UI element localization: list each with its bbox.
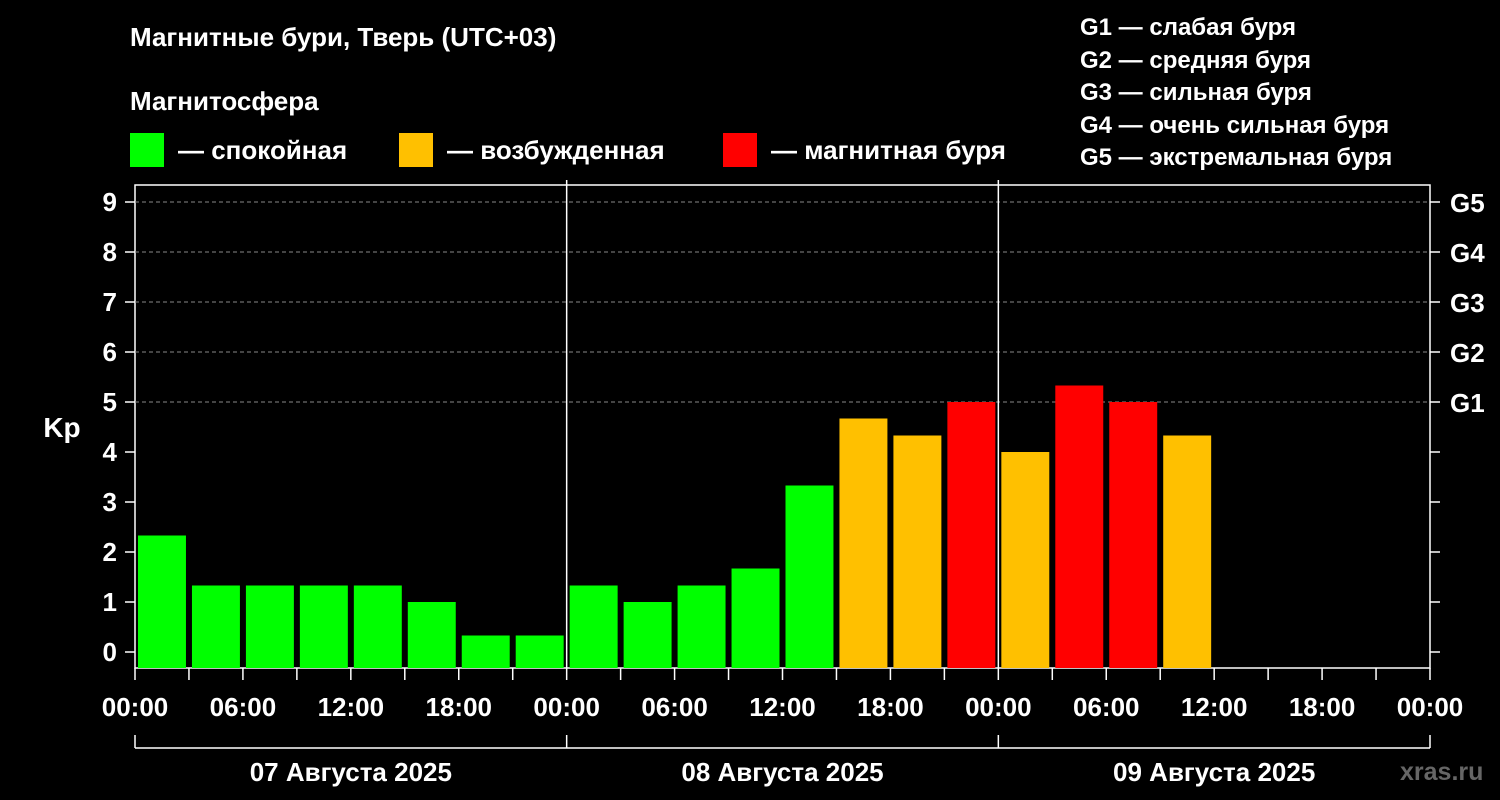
- x-tick-label: 00:00: [965, 692, 1032, 722]
- bar: [893, 435, 942, 668]
- x-tick-label: 18:00: [857, 692, 924, 722]
- y-tick-label: 6: [103, 337, 117, 367]
- legend-swatch-quiet: [130, 133, 164, 167]
- bar: [245, 585, 294, 668]
- bar: [353, 585, 402, 668]
- y-tick-label: 7: [103, 287, 117, 317]
- y-tick-label: 0: [103, 637, 117, 667]
- g-level-legend: G1 — слабая буря G2 — средняя буря G3 — …: [1080, 12, 1392, 175]
- y-tick-label: 5: [103, 387, 117, 417]
- day-label: 09 Августа 2025: [1113, 757, 1315, 787]
- g-level-g3: G3 — сильная буря: [1080, 79, 1312, 106]
- bar: [947, 402, 996, 668]
- legend-label-disturbed: — возбужденная: [447, 134, 665, 165]
- bar: [1055, 385, 1104, 668]
- bar: [1163, 435, 1212, 668]
- x-tick-label: 06:00: [641, 692, 708, 722]
- x-tick-label: 00:00: [533, 692, 600, 722]
- y-tick-label: 1: [103, 587, 117, 617]
- chart-title: Магнитные бури, Тверь (UTC+03): [130, 22, 557, 52]
- x-tick-label: 12:00: [749, 692, 816, 722]
- y-axis-label: Kp: [43, 412, 80, 443]
- day-label: 07 Августа 2025: [250, 757, 452, 787]
- g-level-g5: G5 — экстремальная буря: [1080, 144, 1393, 171]
- g-axis-label: G2: [1450, 338, 1485, 368]
- y-tick-label: 2: [103, 537, 117, 567]
- bar: [569, 585, 618, 668]
- bar: [839, 418, 888, 668]
- bar: [191, 585, 240, 668]
- legend-label-quiet: — спокойная: [178, 134, 348, 165]
- bar: [299, 585, 348, 668]
- x-tick-label: 18:00: [426, 692, 493, 722]
- y-tick-label: 4: [103, 437, 118, 467]
- legend-swatch-storm: [723, 133, 757, 167]
- g-axis-label: G1: [1450, 388, 1485, 418]
- g-axis-label: G5: [1450, 188, 1485, 218]
- bar: [515, 635, 564, 668]
- g-level-g2: G2 — средняя буря: [1080, 46, 1311, 74]
- x-tick-label: 18:00: [1289, 692, 1356, 722]
- bar: [1109, 402, 1158, 668]
- bar: [461, 635, 510, 668]
- watermark: xras.ru: [1400, 758, 1484, 786]
- x-tick-label: 00:00: [102, 692, 169, 722]
- bar: [623, 602, 672, 668]
- y-tick-label: 8: [103, 237, 117, 267]
- g-level-g1: G1 — слабая буря: [1080, 14, 1297, 41]
- bar: [1001, 452, 1050, 668]
- bar: [407, 602, 456, 668]
- g-level-g4: G4 — очень сильная буря: [1080, 111, 1390, 139]
- day-label: 08 Августа 2025: [681, 757, 883, 787]
- legend-label-storm: — магнитная буря: [771, 134, 1006, 165]
- g-axis-label: G4: [1450, 238, 1485, 268]
- x-tick-label: 00:00: [1397, 692, 1464, 722]
- bar: [677, 585, 726, 668]
- x-tick-label: 06:00: [210, 692, 277, 722]
- y-tick-label: 9: [103, 187, 117, 217]
- g-axis-label: G3: [1450, 288, 1485, 318]
- legend-item-quiet: — спокойная: [130, 133, 347, 167]
- legend-item-storm: — магнитная буря: [723, 133, 1006, 167]
- x-tick-label: 12:00: [318, 692, 385, 722]
- bar: [731, 568, 780, 668]
- legend-swatch-disturbed: [399, 133, 433, 167]
- magnetosphere-heading: Магнитосфера: [130, 86, 319, 116]
- x-tick-label: 06:00: [1073, 692, 1140, 722]
- bar: [138, 535, 186, 668]
- legend-item-disturbed: — возбужденная: [399, 133, 665, 167]
- bar: [785, 485, 834, 668]
- y-tick-label: 3: [103, 487, 117, 517]
- x-tick-label: 12:00: [1181, 692, 1248, 722]
